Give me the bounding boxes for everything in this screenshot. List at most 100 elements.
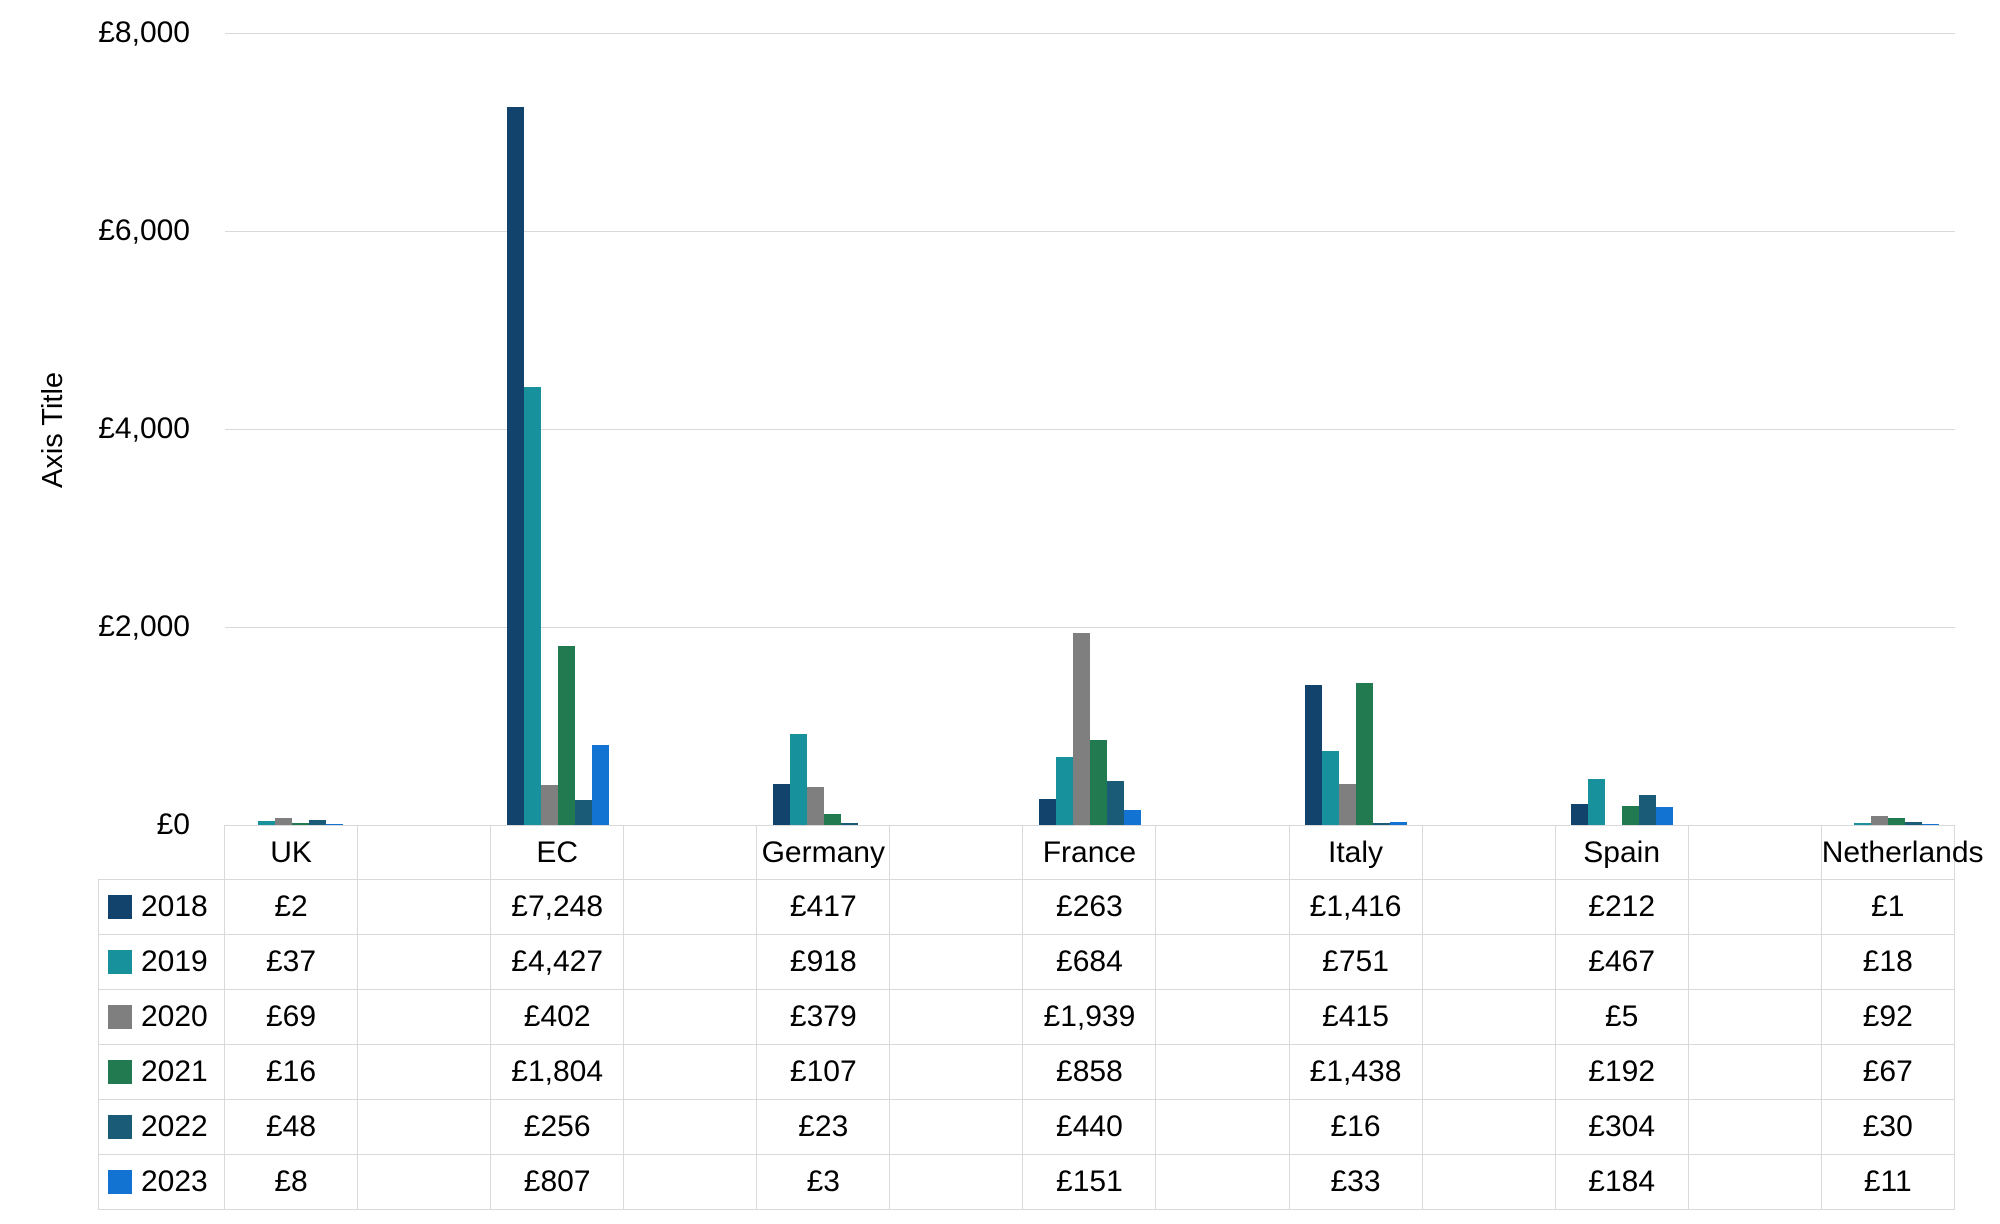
legend-cell-2022: 2022 bbox=[98, 1100, 225, 1155]
value-cell-spacer bbox=[1156, 880, 1290, 935]
value-cell-2018-Italy: £1,416 bbox=[1289, 880, 1423, 935]
legend-swatch-2023 bbox=[108, 1170, 132, 1194]
value-cell-spacer bbox=[1422, 990, 1556, 1045]
value-cell-spacer bbox=[358, 1100, 492, 1155]
category-header-spacer bbox=[624, 825, 758, 880]
value-cell-spacer bbox=[1688, 935, 1822, 990]
bar-2018-Spain bbox=[1571, 804, 1589, 825]
bar-2021-Italy bbox=[1356, 682, 1374, 825]
bar-2023-France bbox=[1124, 810, 1141, 825]
value-cell-2021-Spain: £192 bbox=[1555, 1045, 1689, 1100]
bar-2020-UK bbox=[274, 818, 292, 825]
value-cell-spacer bbox=[1688, 990, 1822, 1045]
value-cell-spacer bbox=[1422, 935, 1556, 990]
bar-2021-UK bbox=[291, 823, 309, 825]
bar-2021-France bbox=[1090, 740, 1107, 825]
y-tick-label: £8,000 bbox=[98, 16, 190, 49]
value-cell-2019-Italy: £751 bbox=[1289, 935, 1423, 990]
bar-2022-UK bbox=[308, 820, 326, 825]
y-tick-label: £6,000 bbox=[98, 214, 190, 247]
value-cell-spacer bbox=[624, 1045, 758, 1100]
value-cell-spacer bbox=[1156, 1155, 1290, 1210]
table-corner-cell bbox=[98, 825, 225, 880]
category-header-UK: UK bbox=[225, 825, 359, 880]
value-cell-2020-Netherlands: £92 bbox=[1821, 990, 1955, 1045]
value-cell-2022-Netherlands: £30 bbox=[1821, 1100, 1955, 1155]
bar-2021-Germany bbox=[823, 814, 841, 825]
category-header-spacer bbox=[358, 825, 492, 880]
value-cell-spacer bbox=[1422, 1100, 1556, 1155]
value-cell-2023-Netherlands: £11 bbox=[1821, 1155, 1955, 1210]
value-cell-2018-Germany: £417 bbox=[757, 880, 891, 935]
bar-2019-France bbox=[1056, 757, 1073, 825]
value-cell-2018-EC: £7,248 bbox=[491, 880, 625, 935]
value-cell-2023-Italy: £33 bbox=[1289, 1155, 1423, 1210]
value-cell-2020-Spain: £5 bbox=[1555, 990, 1689, 1045]
value-cell-2018-UK: £2 bbox=[225, 880, 359, 935]
legend-cell-2020: 2020 bbox=[98, 990, 225, 1045]
legend-year-label: 2022 bbox=[141, 1110, 208, 1143]
value-cell-2018-France: £263 bbox=[1023, 880, 1157, 935]
value-cell-2023-UK: £8 bbox=[225, 1155, 359, 1210]
value-cell-spacer bbox=[890, 1045, 1024, 1100]
value-cell-spacer bbox=[358, 1045, 492, 1100]
value-cell-2021-France: £858 bbox=[1023, 1045, 1157, 1100]
bar-2022-EC bbox=[574, 799, 592, 825]
bar-2019-Spain bbox=[1588, 778, 1606, 825]
value-cell-2019-Germany: £918 bbox=[757, 935, 891, 990]
value-cell-spacer bbox=[890, 1100, 1024, 1155]
bar-2018-Italy bbox=[1305, 684, 1323, 825]
bar-2021-Netherlands bbox=[1888, 818, 1906, 825]
value-cell-2021-Italy: £1,438 bbox=[1289, 1045, 1423, 1100]
value-cell-2019-Spain: £467 bbox=[1555, 935, 1689, 990]
bar-2022-Spain bbox=[1639, 794, 1657, 825]
value-cell-2023-EC: £807 bbox=[491, 1155, 625, 1210]
legend-year-label: 2021 bbox=[141, 1055, 208, 1088]
bar-2022-France bbox=[1107, 781, 1124, 825]
gridline bbox=[225, 627, 1955, 628]
value-cell-2021-Germany: £107 bbox=[757, 1045, 891, 1100]
value-cell-spacer bbox=[358, 880, 492, 935]
value-cell-spacer bbox=[890, 935, 1024, 990]
legend-year-label: 2020 bbox=[141, 1000, 208, 1033]
value-cell-spacer bbox=[358, 935, 492, 990]
legend-cell-2019: 2019 bbox=[98, 935, 225, 990]
legend-swatch-2019 bbox=[108, 950, 132, 974]
bar-2018-EC bbox=[506, 107, 524, 825]
value-cell-2022-Germany: £23 bbox=[757, 1100, 891, 1155]
bar-2019-UK bbox=[257, 821, 275, 825]
bar-2023-Netherlands bbox=[1922, 823, 1940, 825]
value-cell-2022-Italy: £16 bbox=[1289, 1100, 1423, 1155]
value-cell-spacer bbox=[358, 1155, 492, 1210]
y-tick-label: £4,000 bbox=[98, 412, 190, 445]
value-cell-spacer bbox=[1422, 1155, 1556, 1210]
gridline bbox=[225, 33, 1955, 34]
bar-2018-France bbox=[1039, 798, 1056, 825]
category-header-EC: EC bbox=[491, 825, 625, 880]
value-cell-spacer bbox=[624, 1155, 758, 1210]
bar-2022-Netherlands bbox=[1905, 822, 1923, 825]
value-cell-2020-Italy: £415 bbox=[1289, 990, 1423, 1045]
value-cell-spacer bbox=[1688, 1045, 1822, 1100]
value-cell-2022-EC: £256 bbox=[491, 1100, 625, 1155]
value-cell-2021-UK: £16 bbox=[225, 1045, 359, 1100]
value-cell-2020-France: £1,939 bbox=[1023, 990, 1157, 1045]
legend-swatch-2022 bbox=[108, 1115, 132, 1139]
bar-2018-Germany bbox=[772, 783, 790, 825]
value-cell-2018-Spain: £212 bbox=[1555, 880, 1689, 935]
value-cell-2019-France: £684 bbox=[1023, 935, 1157, 990]
value-cell-spacer bbox=[890, 880, 1024, 935]
value-cell-spacer bbox=[624, 1100, 758, 1155]
value-cell-spacer bbox=[1156, 990, 1290, 1045]
value-cell-spacer bbox=[624, 990, 758, 1045]
bar-2023-Italy bbox=[1390, 821, 1408, 825]
value-cell-2023-Spain: £184 bbox=[1555, 1155, 1689, 1210]
value-cell-2020-UK: £69 bbox=[225, 990, 359, 1045]
value-cell-spacer bbox=[1688, 1155, 1822, 1210]
bar-2022-Italy bbox=[1373, 823, 1391, 825]
bar-2023-UK bbox=[325, 824, 343, 825]
legend-cell-2023: 2023 bbox=[98, 1155, 225, 1210]
value-cell-spacer bbox=[1156, 1045, 1290, 1100]
bar-2019-EC bbox=[523, 386, 541, 825]
